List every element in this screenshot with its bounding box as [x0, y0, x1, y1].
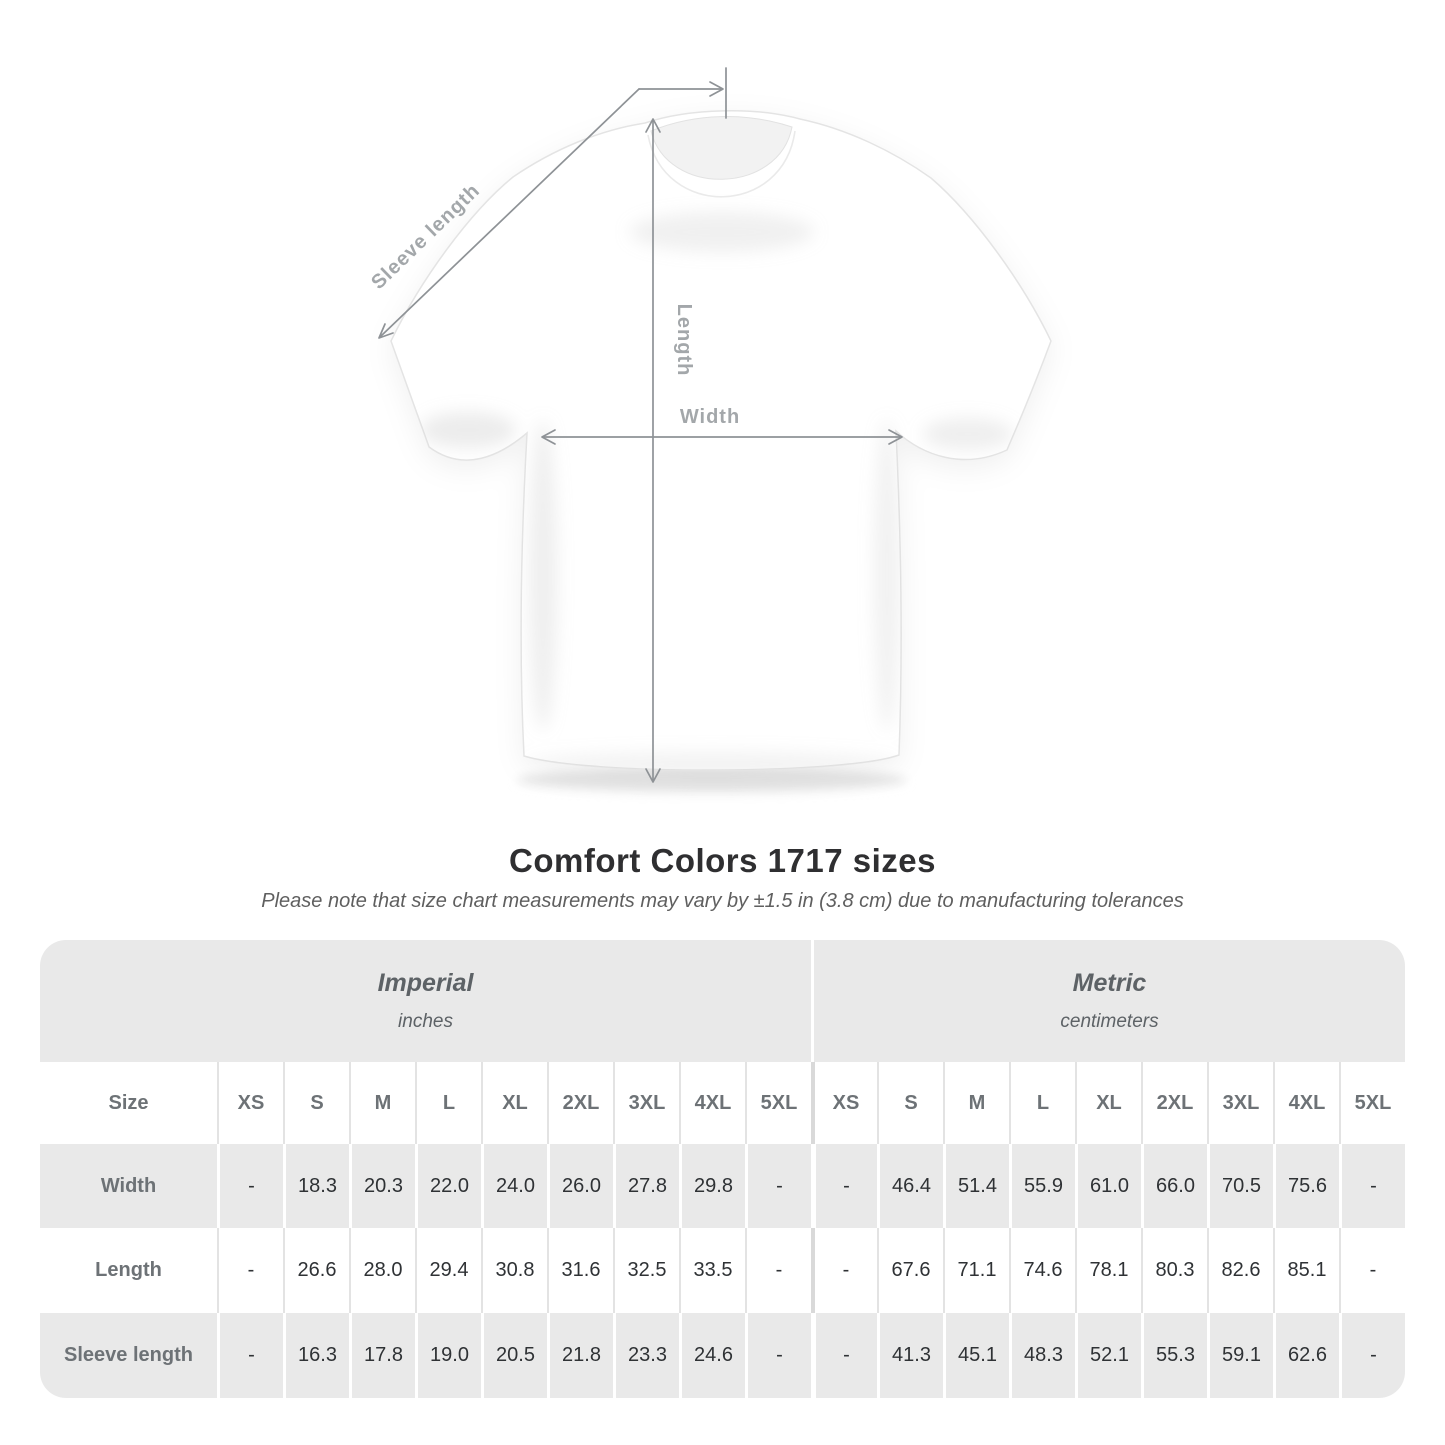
table-cell: - — [811, 1144, 877, 1228]
table-cell: 66.0 — [1141, 1144, 1207, 1228]
table-cell: - — [1339, 1144, 1405, 1228]
imperial-system-label: Imperial — [377, 969, 474, 997]
table-cell: 24.6 — [679, 1313, 745, 1398]
length-label: Length — [673, 304, 695, 377]
table-cell: 30.8 — [481, 1228, 547, 1313]
table-cell: 55.3 — [1141, 1313, 1207, 1398]
table-cell: - — [217, 1144, 283, 1228]
size-col-header: 5XL — [1339, 1062, 1405, 1144]
table-cell: 21.8 — [547, 1313, 613, 1398]
table-cell: 23.3 — [613, 1313, 679, 1398]
length-arrowhead-bottom — [645, 768, 661, 783]
size-col-header: XS — [217, 1062, 283, 1144]
size-chart-table: Imperial inches Metric centimeters Size X… — [40, 940, 1405, 1398]
size-col-header: 4XL — [679, 1062, 745, 1144]
table-cell: 20.3 — [349, 1144, 415, 1228]
table-cell: 32.5 — [613, 1228, 679, 1313]
table-cell: 18.3 — [283, 1144, 349, 1228]
table-cell: 22.0 — [415, 1144, 481, 1228]
imperial-header-cell: Imperial inches — [40, 940, 811, 1062]
page-title: Comfort Colors 1717 sizes — [509, 842, 936, 879]
size-col-header: M — [349, 1062, 415, 1144]
table-cell: 55.9 — [1009, 1144, 1075, 1228]
table-cell: 28.0 — [349, 1228, 415, 1313]
measurement-lines — [378, 67, 903, 783]
table-cell: 74.6 — [1009, 1228, 1075, 1313]
table-cell: 62.6 — [1273, 1313, 1339, 1398]
table-cell: 78.1 — [1075, 1228, 1141, 1313]
table-cell: 26.0 — [547, 1144, 613, 1228]
tshirt-ground-shadow — [517, 768, 907, 792]
length-arrowhead-top — [645, 118, 661, 133]
table-cell: 29.8 — [679, 1144, 745, 1228]
table-cell: 75.6 — [1273, 1144, 1339, 1228]
table-cell: - — [1339, 1228, 1405, 1313]
imperial-unit-label: inches — [398, 1011, 453, 1032]
metric-system-label: Metric — [1072, 969, 1147, 997]
table-cell: - — [217, 1313, 283, 1398]
table-cell: 16.3 — [283, 1313, 349, 1398]
width-arrowhead-right — [888, 429, 903, 445]
table-cell: - — [745, 1144, 811, 1228]
table-cell: - — [217, 1228, 283, 1313]
table-cell: 61.0 — [1075, 1144, 1141, 1228]
size-col-header: S — [283, 1062, 349, 1144]
table-cell: 45.1 — [943, 1313, 1009, 1398]
table-cell: 17.8 — [349, 1313, 415, 1398]
table-cell: 51.4 — [943, 1144, 1009, 1228]
tshirt-neck-opening — [650, 116, 793, 180]
size-col-header: XS — [811, 1062, 877, 1144]
row-label: Length — [40, 1228, 217, 1313]
table-cell: 67.6 — [877, 1228, 943, 1313]
size-col-header: M — [943, 1062, 1009, 1144]
size-col-header: L — [1009, 1062, 1075, 1144]
table-cell: 52.1 — [1075, 1313, 1141, 1398]
table-cell: 48.3 — [1009, 1313, 1075, 1398]
table-cell: 71.1 — [943, 1228, 1009, 1313]
sleeve-arrowhead-right — [709, 81, 724, 97]
size-col-header: XL — [1075, 1062, 1141, 1144]
table-cell: 31.6 — [547, 1228, 613, 1313]
size-col-header: 3XL — [1207, 1062, 1273, 1144]
table-cell: 20.5 — [481, 1313, 547, 1398]
size-col-header: 2XL — [547, 1062, 613, 1144]
table-cell: - — [811, 1228, 877, 1313]
tshirt-measurement-diagram: Sleeve length Length Width — [367, 67, 1052, 792]
row-label: Sleeve length — [40, 1313, 217, 1398]
sleeve-arrowhead-tip — [378, 323, 394, 339]
size-col-header: L — [415, 1062, 481, 1144]
table-cell: 19.0 — [415, 1313, 481, 1398]
size-col-header: 5XL — [745, 1062, 811, 1144]
size-col-header: XL — [481, 1062, 547, 1144]
table-cell: 70.5 — [1207, 1144, 1273, 1228]
width-label: Width — [680, 406, 740, 428]
table-cell: 41.3 — [877, 1313, 943, 1398]
table-cell: 59.1 — [1207, 1313, 1273, 1398]
table-cell: - — [745, 1228, 811, 1313]
table-cell: 80.3 — [1141, 1228, 1207, 1313]
table-cell: 46.4 — [877, 1144, 943, 1228]
table-cell: 26.6 — [283, 1228, 349, 1313]
table-cell: 29.4 — [415, 1228, 481, 1313]
size-corner-header: Size — [40, 1062, 217, 1144]
table-cell: 85.1 — [1273, 1228, 1339, 1313]
width-arrowhead-left — [541, 429, 556, 445]
sleeve-diagonal-line — [380, 88, 640, 337]
row-label: Width — [40, 1144, 217, 1228]
size-col-header: 2XL — [1141, 1062, 1207, 1144]
table-cell: - — [745, 1313, 811, 1398]
metric-header-cell: Metric centimeters — [811, 940, 1405, 1062]
tolerance-note: Please note that size chart measurements… — [261, 890, 1184, 912]
size-col-header: 4XL — [1273, 1062, 1339, 1144]
size-col-header: 3XL — [613, 1062, 679, 1144]
table-cell: 33.5 — [679, 1228, 745, 1313]
table-cell: - — [1339, 1313, 1405, 1398]
size-col-header: S — [877, 1062, 943, 1144]
table-cell: - — [811, 1313, 877, 1398]
tshirt-collar-seam — [647, 130, 796, 198]
metric-unit-label: centimeters — [1060, 1011, 1159, 1032]
table-cell: 82.6 — [1207, 1228, 1273, 1313]
table-cell: 27.8 — [613, 1144, 679, 1228]
table-cell: 24.0 — [481, 1144, 547, 1228]
